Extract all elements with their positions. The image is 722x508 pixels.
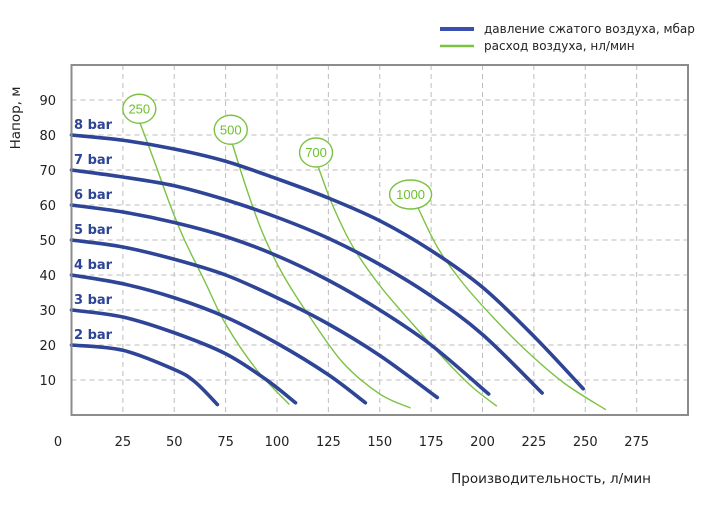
air-flow-badge-label: 700 xyxy=(305,145,327,160)
y-tick-label: 20 xyxy=(39,339,56,354)
x-tick-label: 0 xyxy=(54,435,62,450)
pressure-label: 8 bar xyxy=(74,118,113,133)
pressure-label: 5 bar xyxy=(74,223,113,238)
x-tick-label: 150 xyxy=(367,435,392,450)
curves xyxy=(69,120,607,411)
x-tick-label: 125 xyxy=(316,435,341,450)
y-tick-label: 10 xyxy=(39,374,56,389)
air-flow-badge xyxy=(122,93,157,124)
y-tick-label: 60 xyxy=(39,199,56,214)
x-tick-label: 50 xyxy=(166,435,183,450)
pressure-curve-5-bar xyxy=(69,238,440,400)
air-flow-badge xyxy=(298,137,334,168)
air-flow-curve-250 xyxy=(138,120,290,405)
y-tick-label: 30 xyxy=(39,304,56,319)
x-tick-label: 100 xyxy=(265,435,290,450)
y-tick-label: 90 xyxy=(39,94,56,109)
pressure-curve-7-bar xyxy=(69,168,544,395)
pressure-curve-6-bar xyxy=(69,203,491,396)
pressure-curve-8-bar xyxy=(69,133,585,391)
x-tick-label: 175 xyxy=(419,435,444,450)
y-tick-label: 70 xyxy=(39,164,56,179)
y-axis-title: Напор, м xyxy=(8,87,24,150)
x-tick-label: 25 xyxy=(115,435,132,450)
x-axis-title: Производительность, л/мин xyxy=(451,471,651,487)
air-flow-curve-1000 xyxy=(416,204,607,411)
air-flow-curve-700 xyxy=(317,166,498,407)
pressure-label: 7 bar xyxy=(74,153,113,168)
air-flow-badge-label: 1000 xyxy=(396,187,425,202)
curve-labels: 2 bar 3 bar 4 bar 5 bar 6 bar 7 bar 8 bar 250 50… xyxy=(74,93,433,343)
pressure-label: 6 bar xyxy=(74,188,113,203)
y-tick-label: 80 xyxy=(39,129,56,144)
plot-frame xyxy=(70,64,689,416)
x-tick-label: 200 xyxy=(470,435,495,450)
legend-label-air: расход воздуха, нл/мин xyxy=(484,39,635,53)
x-tick-label: 225 xyxy=(521,435,546,450)
air-flow-badge-label: 500 xyxy=(220,122,242,137)
pressure-label: 3 bar xyxy=(74,293,113,308)
x-tick-label: 275 xyxy=(624,435,649,450)
pressure-curve-4-bar xyxy=(69,273,368,405)
legend: давление сжатого воздуха, мбар расход во… xyxy=(440,22,695,53)
x-tick-label: 250 xyxy=(573,435,598,450)
air-flow-badge-label: 250 xyxy=(128,101,150,116)
air-flow-badge xyxy=(213,114,248,145)
grid xyxy=(71,65,688,415)
pressure-curve-3-bar xyxy=(69,308,298,405)
air-flow-badge xyxy=(388,179,433,210)
legend-label-pressure: давление сжатого воздуха, мбар xyxy=(484,22,695,36)
y-tick-label: 50 xyxy=(39,234,56,249)
pressure-label: 4 bar xyxy=(74,258,113,273)
axis-ticks: 0 25 50 75 100 125 150 175 200 225 250 275 10 20 30 40 5… xyxy=(39,94,649,450)
pressure-curve-2-bar xyxy=(69,343,220,407)
pressure-label: 2 bar xyxy=(74,328,113,343)
y-tick-label: 40 xyxy=(39,269,56,284)
x-tick-label: 75 xyxy=(217,435,234,450)
air-flow-curve-500 xyxy=(231,141,411,409)
